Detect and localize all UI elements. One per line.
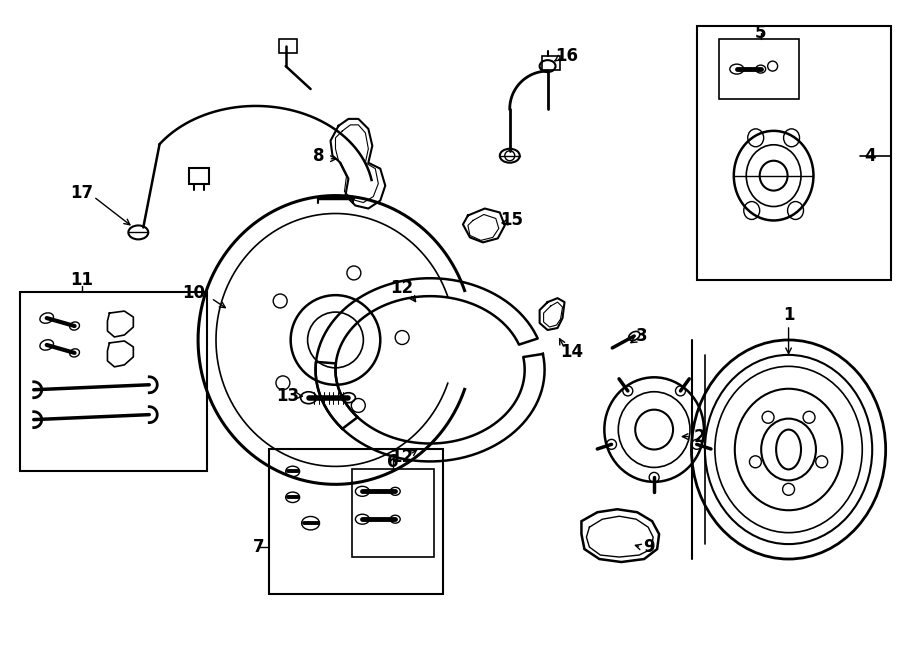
Bar <box>269 449 443 594</box>
Text: 6: 6 <box>388 453 399 471</box>
Text: 5: 5 <box>755 24 767 42</box>
Bar <box>353 469 434 557</box>
Bar <box>697 26 891 280</box>
Text: 1: 1 <box>783 306 795 324</box>
Text: 12: 12 <box>391 279 414 297</box>
Text: 4: 4 <box>864 147 876 165</box>
Text: 8: 8 <box>313 147 324 165</box>
Text: 15: 15 <box>500 212 523 229</box>
Text: 17: 17 <box>70 184 93 202</box>
Bar <box>542 56 560 70</box>
Text: 16: 16 <box>555 47 578 65</box>
Bar <box>20 292 207 471</box>
Text: 3: 3 <box>635 327 647 345</box>
Text: 2: 2 <box>693 428 705 446</box>
Bar <box>719 39 798 99</box>
Bar <box>189 168 209 184</box>
Text: 9: 9 <box>644 538 655 556</box>
Text: 14: 14 <box>560 343 583 361</box>
Bar <box>279 39 297 53</box>
Text: 10: 10 <box>183 284 205 302</box>
Text: 13: 13 <box>276 387 299 405</box>
Text: 12: 12 <box>391 448 414 467</box>
Text: 11: 11 <box>70 271 93 290</box>
Text: 7: 7 <box>253 538 265 556</box>
